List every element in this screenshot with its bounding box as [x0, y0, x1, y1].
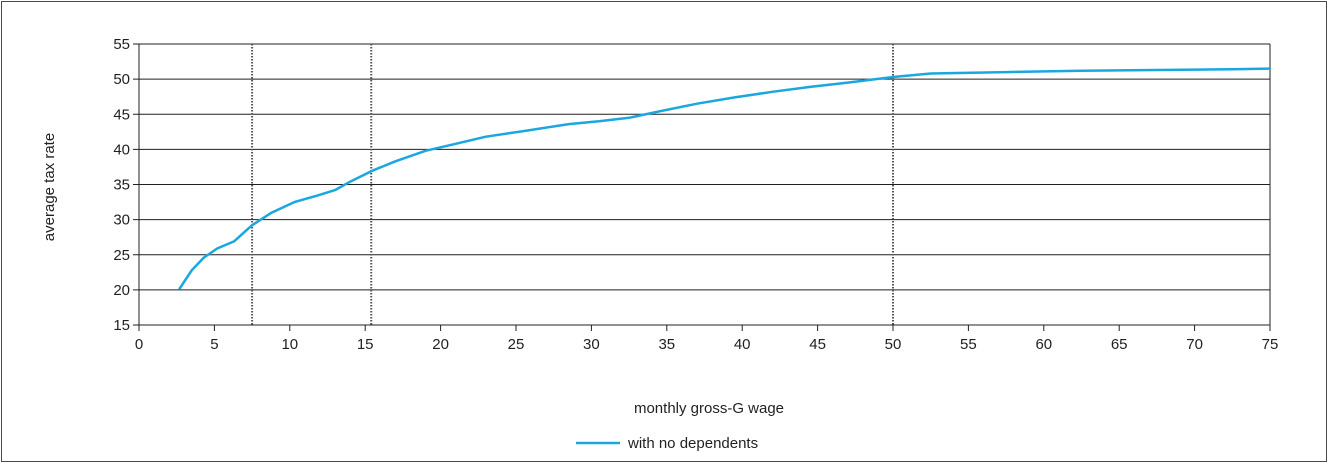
y-tick-label: 45	[113, 106, 130, 123]
series-lines	[178, 67, 1272, 290]
x-tick-label: 75	[1262, 336, 1279, 353]
x-tick-label: 40	[734, 336, 751, 353]
x-tick-label: 65	[1111, 336, 1128, 353]
y-tick-label: 25	[113, 247, 130, 264]
y-axis-title: average tax rate	[41, 133, 58, 241]
x-tick-label: 60	[1035, 336, 1052, 353]
x-tick-label: 45	[809, 336, 826, 353]
x-tick-label: 55	[960, 336, 977, 353]
x-tick-label: 5	[210, 336, 218, 353]
y-tick-label: 50	[113, 71, 130, 88]
x-tick-label: 35	[658, 336, 675, 353]
axes	[133, 43, 1271, 331]
y-tick-label: 55	[113, 36, 130, 53]
x-tick-label: 0	[135, 336, 143, 353]
series-line-with-no-dependents	[178, 67, 1272, 290]
y-tick-label: 30	[113, 212, 130, 229]
x-tick-label: 20	[432, 336, 449, 353]
x-axis-title: monthly gross-G wage	[634, 400, 784, 417]
x-tick-label: 30	[583, 336, 600, 353]
x-tick-label: 10	[281, 336, 298, 353]
y-tick-label: 15	[113, 317, 130, 334]
x-tick-label: 50	[885, 336, 902, 353]
y-tick-label: 20	[113, 282, 130, 299]
tick-labels: 15 20 25 30 35 40 45 50 55 0 5 10 15 20 25 30 35 40 45 50 55…	[113, 36, 1278, 353]
vertical-markers	[251, 44, 894, 325]
x-tick-label: 70	[1186, 336, 1203, 353]
x-tick-label: 15	[357, 336, 374, 353]
gridlines	[139, 43, 1270, 326]
legend: with no dependents	[576, 435, 758, 452]
y-tick-label: 40	[113, 141, 130, 158]
x-tick-label: 25	[508, 336, 525, 353]
legend-label: with no dependents	[627, 435, 758, 452]
y-tick-label: 35	[113, 177, 130, 194]
